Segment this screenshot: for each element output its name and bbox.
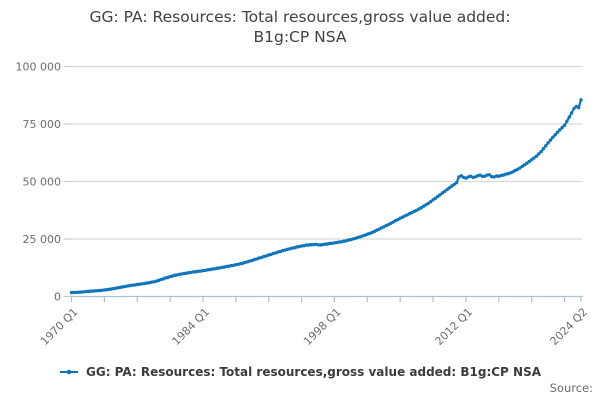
chart-title-line1: GG: PA: Resources: Total resources,gross… <box>89 8 511 26</box>
data-point <box>546 141 550 145</box>
x-axis-label: 1970 Q1 <box>38 305 81 348</box>
data-point <box>544 144 548 148</box>
chart-title: GG: PA: Resources: Total resources,gross… <box>0 7 600 47</box>
data-point <box>532 156 536 160</box>
data-point <box>443 189 447 193</box>
data-point <box>72 290 76 295</box>
legend: GG: PA: Resources: Total resources,gross… <box>0 365 600 379</box>
data-point <box>534 154 539 158</box>
data-point <box>539 149 543 154</box>
data-point <box>579 98 583 102</box>
data-point <box>572 106 576 111</box>
data-point <box>553 133 557 137</box>
x-axis-label: 2024 Q2 <box>548 305 591 348</box>
data-point <box>454 181 459 185</box>
data-point <box>447 186 452 190</box>
y-axis-label: 75 000 <box>23 118 62 131</box>
data-point <box>537 152 541 156</box>
data-point <box>438 193 442 197</box>
data-point <box>487 173 492 177</box>
legend-dot <box>66 369 72 375</box>
data-point <box>522 163 527 167</box>
x-axis-label: 1984 Q1 <box>170 305 213 348</box>
data-point <box>527 159 531 164</box>
data-point <box>560 125 564 130</box>
data-point <box>429 200 433 204</box>
data-point <box>541 147 546 151</box>
data-point <box>548 138 553 142</box>
data-point <box>577 106 581 110</box>
data-series-line <box>70 98 583 294</box>
legend-item[interactable]: GG: PA: Resources: Total resources,gross… <box>59 365 541 379</box>
data-point <box>76 290 81 294</box>
y-axis-label: 0 <box>54 291 61 304</box>
x-axis-label: 2012 Q1 <box>433 305 476 348</box>
source-label: Source: <box>549 381 593 395</box>
data-point <box>452 182 456 187</box>
y-axis-label: 100 000 <box>16 61 62 74</box>
data-point <box>567 115 571 119</box>
chart-title-line2: B1g:CP NSA <box>253 28 347 46</box>
data-point <box>569 111 574 115</box>
legend-label: GG: PA: Resources: Total resources,gross… <box>86 365 541 379</box>
y-axis-label: 25 000 <box>23 233 62 246</box>
legend-line-marker-icon <box>60 369 78 375</box>
data-point <box>558 128 562 132</box>
data-point <box>551 135 555 139</box>
x-axis-label: 1998 Q1 <box>301 305 344 348</box>
y-axis-label: 50 000 <box>23 176 62 189</box>
data-point <box>562 123 567 127</box>
data-point <box>419 206 423 210</box>
data-point <box>433 196 438 200</box>
data-point <box>565 119 569 123</box>
data-point <box>555 130 560 134</box>
